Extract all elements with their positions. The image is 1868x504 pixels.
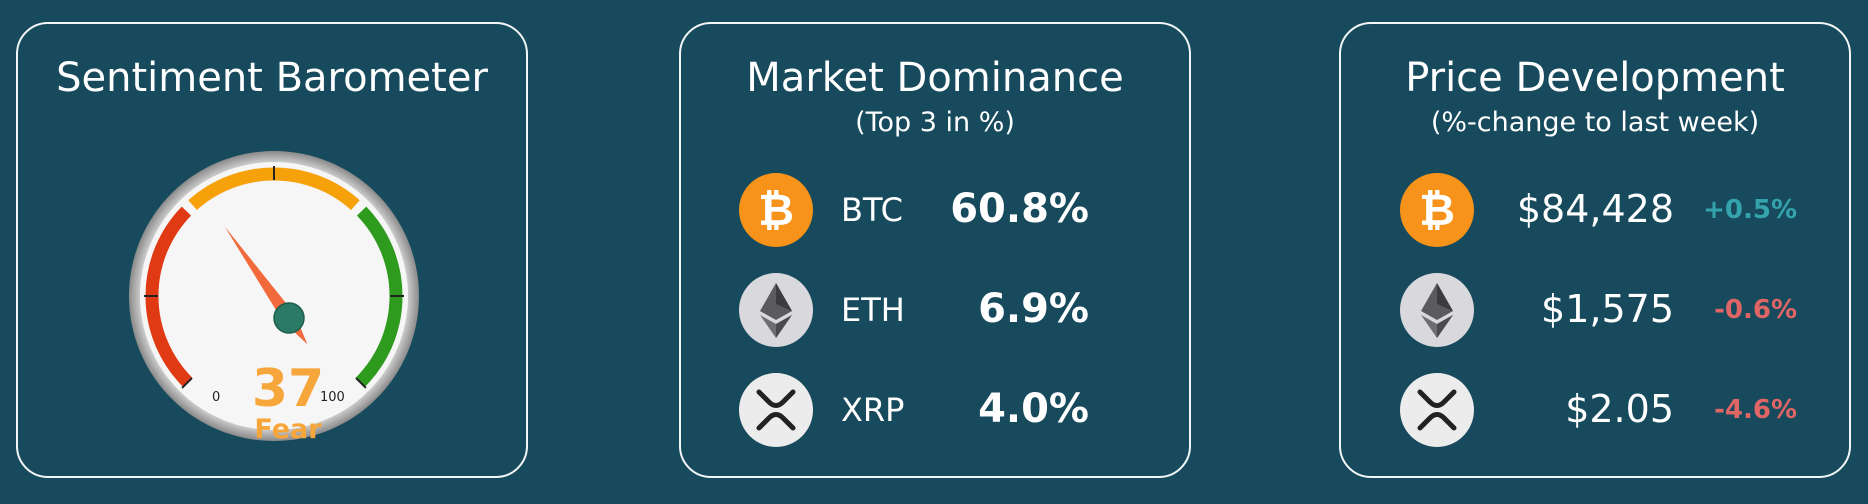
coin-price: $1,575 xyxy=(1541,287,1674,331)
gauge-max-label: 100 xyxy=(320,390,345,405)
dominance-title: Market Dominance xyxy=(746,55,1124,101)
gauge-tick xyxy=(355,377,367,389)
price-row-btc: ₿ $84,428 +0.5% xyxy=(1341,170,1849,250)
xrp-icon xyxy=(739,373,813,447)
bitcoin-icon: ₿ xyxy=(1400,173,1474,247)
ethereum-icon xyxy=(739,273,813,347)
price-change: -0.6% xyxy=(1714,295,1797,325)
gauge-ticks xyxy=(143,166,405,389)
gauge-tick xyxy=(181,377,193,389)
price-row-eth: $1,575 -0.6% xyxy=(1341,270,1849,350)
ethereum-icon xyxy=(1400,273,1474,347)
price-change: -4.6% xyxy=(1714,395,1797,425)
price-row-xrp: $2.05 -4.6% xyxy=(1341,370,1849,450)
coin-symbol: XRP xyxy=(841,391,905,429)
dominance-percent: 60.8% xyxy=(950,186,1089,232)
dominance-percent: 6.9% xyxy=(978,286,1089,332)
dominance-row-btc: ₿ BTC 60.8% xyxy=(681,170,1189,250)
coin-price: $2.05 xyxy=(1565,387,1674,431)
price-subtitle: (%-change to last week) xyxy=(1430,107,1760,138)
sentiment-label: Fear xyxy=(254,414,322,445)
bitcoin-icon: ₿ xyxy=(739,173,813,247)
gauge-min-label: 0 xyxy=(212,390,220,405)
sentiment-card: Sentiment Barometer 0 100 37 Fear xyxy=(16,22,528,478)
dominance-percent: 4.0% xyxy=(978,386,1089,432)
xrp-icon xyxy=(1400,373,1474,447)
sentiment-gauge: 0 100 37 Fear xyxy=(129,151,419,445)
coin-symbol: ETH xyxy=(841,291,905,329)
dominance-subtitle: (Top 3 in %) xyxy=(855,107,1015,138)
sentiment-value: 37 xyxy=(252,359,324,419)
sentiment-title: Sentiment Barometer xyxy=(56,55,488,101)
svg-text:₿: ₿ xyxy=(1419,185,1455,236)
price-change: +0.5% xyxy=(1703,195,1797,225)
dominance-row-eth: ETH 6.9% xyxy=(681,270,1189,350)
price-development-card: Price Development (%-change to last week… xyxy=(1339,22,1851,478)
price-title: Price Development xyxy=(1405,55,1785,101)
dominance-row-xrp: XRP 4.0% xyxy=(681,370,1189,450)
market-dominance-card: Market Dominance (Top 3 in %) ₿ BTC 60.8… xyxy=(679,22,1191,478)
coin-price: $84,428 xyxy=(1516,187,1674,231)
gauge-needle-hub xyxy=(273,302,305,334)
coin-symbol: BTC xyxy=(841,191,903,229)
svg-text:₿: ₿ xyxy=(758,185,794,236)
